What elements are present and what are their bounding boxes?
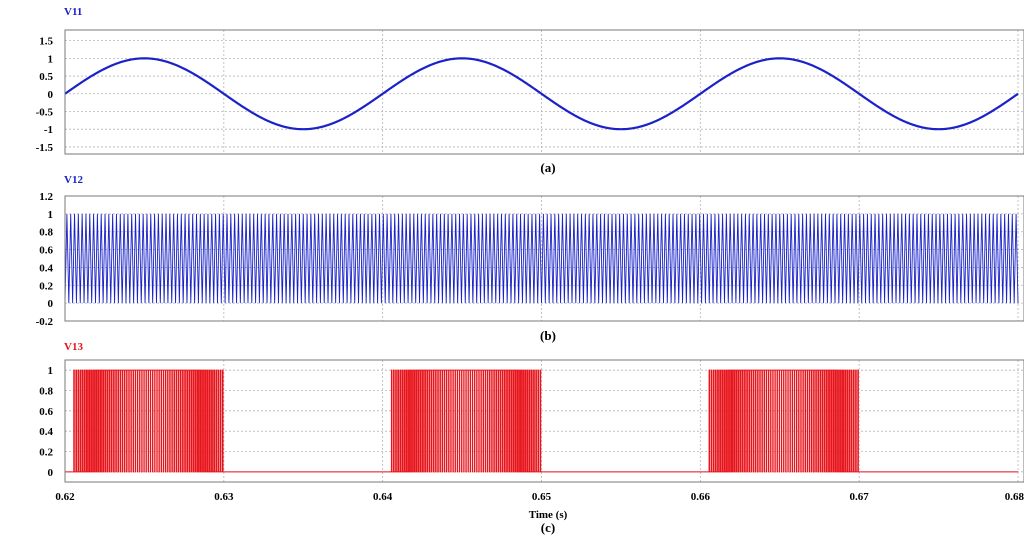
caption-b: (b) bbox=[540, 328, 556, 343]
v13-y-tick-label: 0.6 bbox=[39, 406, 53, 418]
v12-y-tick-label: 1.2 bbox=[39, 191, 53, 203]
v11-y-tick-label: 0 bbox=[48, 89, 54, 101]
v13-y-tick-label: 0.8 bbox=[39, 386, 53, 398]
v13-title: V13 bbox=[64, 341, 83, 353]
v12-title: V12 bbox=[64, 174, 83, 186]
v11-series-line bbox=[64, 57, 1019, 131]
v13-y-tick-label: 1 bbox=[48, 365, 54, 377]
v11-plot-frame bbox=[64, 29, 1024, 155]
v12-y-tick-label: 0 bbox=[48, 298, 54, 310]
panel-v13: V13 1 0.8 0.6 0.4 0.2 0 0.62 0.63 0.64 0.65 0.66 0… bbox=[39, 341, 1024, 535]
v11-y-tick-label: 1.5 bbox=[39, 36, 53, 48]
v12-y-tick-label: 0.6 bbox=[39, 245, 53, 257]
v12-y-tick-label: -0.2 bbox=[36, 316, 54, 328]
caption-a: (a) bbox=[540, 160, 555, 175]
v13-y-tick-label: 0.2 bbox=[39, 447, 53, 459]
v11-y-tick-label: -0.5 bbox=[36, 106, 54, 118]
x-tick-label: 0.66 bbox=[691, 491, 711, 503]
v12-y-tick-label: 0.4 bbox=[39, 262, 53, 274]
panel-v11: V11 1.5 1 0.5 0 -0.5 -1 -1.5 (a) bbox=[36, 6, 1024, 175]
x-tick-label: 0.65 bbox=[532, 491, 552, 503]
panel-v12: V12 1.2 1 0.8 0.6 0.4 0.2 0 -0.2 (b) bbox=[36, 174, 1024, 343]
v12-y-tick-label: 0.8 bbox=[39, 227, 53, 239]
x-tick-label: 0.64 bbox=[373, 491, 393, 503]
v11-y-tick-label: -1 bbox=[44, 124, 53, 136]
x-axis-label: Time (s) bbox=[529, 509, 568, 521]
v13-plot-frame bbox=[64, 359, 1024, 483]
v12-series-line bbox=[64, 213, 1019, 304]
x-tick-label: 0.67 bbox=[850, 491, 870, 503]
v11-y-tick-label: -1.5 bbox=[36, 142, 54, 154]
x-tick-label: 0.68 bbox=[1005, 491, 1024, 503]
v13-series-line bbox=[65, 369, 1018, 473]
caption-c: (c) bbox=[541, 520, 555, 535]
x-tick-label: 0.63 bbox=[214, 491, 234, 503]
v12-y-tick-label: 1 bbox=[48, 209, 54, 221]
v11-y-tick-label: 0.5 bbox=[39, 71, 53, 83]
v11-title: V11 bbox=[64, 6, 82, 18]
v11-y-tick-label: 1 bbox=[48, 53, 54, 65]
v12-y-tick-label: 0.2 bbox=[39, 280, 53, 292]
v12-plot-frame bbox=[64, 195, 1024, 322]
v13-y-tick-label: 0 bbox=[48, 467, 54, 479]
x-tick-label: 0.62 bbox=[55, 491, 75, 503]
v13-y-tick-label: 0.4 bbox=[39, 426, 53, 438]
